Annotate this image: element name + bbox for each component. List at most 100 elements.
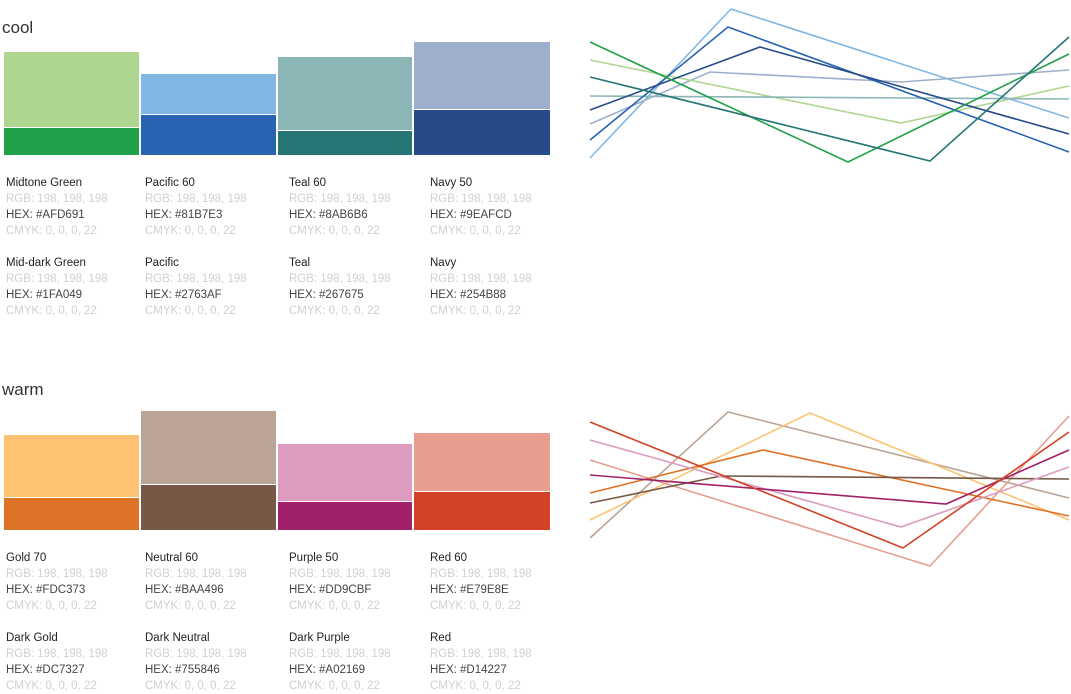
color-rgb: RGB: 198, 198, 198 <box>145 648 247 660</box>
color-name: Pacific <box>145 257 179 269</box>
swatch-light <box>4 52 139 127</box>
color-label: Mid-dark Green RGB: 198, 198, 198 HEX: #… <box>6 255 146 319</box>
color-hex: HEX: #E79E8E <box>430 584 509 596</box>
cool-line-sample <box>589 8 1070 163</box>
color-label: Red 60 RGB: 198, 198, 198 HEX: #E79E8E C… <box>430 550 570 614</box>
swatch-dark <box>4 128 139 155</box>
color-cmyk: CMYK: 0, 0, 0, 22 <box>145 305 236 317</box>
color-hex: HEX: #1FA049 <box>6 289 83 301</box>
color-name: Navy <box>430 257 457 269</box>
color-cmyk: CMYK: 0, 0, 0, 22 <box>430 600 521 612</box>
color-rgb: RGB: 198, 198, 198 <box>430 568 532 580</box>
color-name: Red 60 <box>430 552 468 564</box>
line-purple-50 <box>589 439 1070 528</box>
color-label: Midtone Green RGB: 198, 198, 198 HEX: #A… <box>6 175 146 239</box>
color-hex: HEX: #D14227 <box>430 664 507 676</box>
line-gold-70 <box>589 412 1070 521</box>
line-teal <box>589 36 1070 162</box>
color-cmyk: CMYK: 0, 0, 0, 22 <box>6 225 97 237</box>
line-red-60 <box>589 415 1070 567</box>
swatch-light <box>414 42 550 109</box>
color-cmyk: CMYK: 0, 0, 0, 22 <box>430 305 521 317</box>
color-hex: HEX: #A02169 <box>289 664 366 676</box>
color-cmyk: CMYK: 0, 0, 0, 22 <box>430 225 521 237</box>
line-navy <box>589 46 1070 135</box>
color-name: Purple 50 <box>289 552 339 564</box>
line-pacific-60 <box>589 8 1070 159</box>
color-rgb: RGB: 198, 198, 198 <box>289 193 391 205</box>
color-cmyk: CMYK: 0, 0, 0, 22 <box>289 680 380 692</box>
color-hex: HEX: #9EAFCD <box>430 209 512 221</box>
swatch-light <box>278 444 412 501</box>
color-cmyk: CMYK: 0, 0, 0, 22 <box>6 305 97 317</box>
swatch-light <box>141 74 276 114</box>
color-rgb: RGB: 198, 198, 198 <box>145 568 247 580</box>
color-hex: HEX: #FDC373 <box>6 584 86 596</box>
color-label: Navy RGB: 198, 198, 198 HEX: #254B88 CMY… <box>430 255 570 319</box>
color-rgb: RGB: 198, 198, 198 <box>430 273 532 285</box>
color-cmyk: CMYK: 0, 0, 0, 22 <box>289 305 380 317</box>
color-cmyk: CMYK: 0, 0, 0, 22 <box>430 680 521 692</box>
color-hex: HEX: #DC7327 <box>6 664 85 676</box>
swatch-dark <box>141 115 276 155</box>
line-teal-60 <box>589 95 1070 100</box>
color-name: Dark Gold <box>6 632 58 644</box>
color-label: Neutral 60 RGB: 198, 198, 198 HEX: #BAA4… <box>145 550 285 614</box>
color-rgb: RGB: 198, 198, 198 <box>6 568 108 580</box>
color-name: Pacific 60 <box>145 177 195 189</box>
color-label: Purple 50 RGB: 198, 198, 198 HEX: #DD9CB… <box>289 550 429 614</box>
color-name: Midtone Green <box>6 177 83 189</box>
color-rgb: RGB: 198, 198, 198 <box>289 648 391 660</box>
line-navy-50 <box>589 69 1070 125</box>
swatch-light <box>278 57 412 130</box>
color-hex: HEX: #755846 <box>145 664 220 676</box>
color-rgb: RGB: 198, 198, 198 <box>289 273 391 285</box>
color-name: Teal <box>289 257 311 269</box>
color-cmyk: CMYK: 0, 0, 0, 22 <box>289 600 380 612</box>
color-rgb: RGB: 198, 198, 198 <box>6 273 108 285</box>
swatch-dark <box>141 485 276 530</box>
color-label: Gold 70 RGB: 198, 198, 198 HEX: #FDC373 … <box>6 550 146 614</box>
color-cmyk: CMYK: 0, 0, 0, 22 <box>145 225 236 237</box>
color-hex: HEX: #254B88 <box>430 289 507 301</box>
color-label: Navy 50 RGB: 198, 198, 198 HEX: #9EAFCD … <box>430 175 570 239</box>
swatch-light <box>141 411 276 484</box>
color-cmyk: CMYK: 0, 0, 0, 22 <box>6 600 97 612</box>
color-rgb: RGB: 198, 198, 198 <box>430 193 532 205</box>
swatch-light <box>414 433 550 491</box>
color-label: Teal RGB: 198, 198, 198 HEX: #267675 CMY… <box>289 255 429 319</box>
color-hex: HEX: #8AB6B6 <box>289 209 368 221</box>
color-label: Red RGB: 198, 198, 198 HEX: #D14227 CMYK… <box>430 630 570 694</box>
swatch-dark <box>278 131 412 155</box>
color-name: Dark Purple <box>289 632 350 644</box>
swatch-light <box>4 435 139 497</box>
color-rgb: RGB: 198, 198, 198 <box>145 273 247 285</box>
color-hex: HEX: #DD9CBF <box>289 584 372 596</box>
warm-line-sample <box>589 411 1070 567</box>
color-rgb: RGB: 198, 198, 198 <box>6 648 108 660</box>
color-label: Teal 60 RGB: 198, 198, 198 HEX: #8AB6B6 … <box>289 175 429 239</box>
swatch-dark <box>414 492 550 530</box>
color-label: Pacific 60 RGB: 198, 198, 198 HEX: #81B7… <box>145 175 285 239</box>
line-neutral-60 <box>589 411 1070 539</box>
color-hex: HEX: #267675 <box>289 289 364 301</box>
color-name: Dark Neutral <box>145 632 210 644</box>
swatch-dark <box>4 498 139 530</box>
color-rgb: RGB: 198, 198, 198 <box>430 648 532 660</box>
color-name: Gold 70 <box>6 552 47 564</box>
color-label: Dark Purple RGB: 198, 198, 198 HEX: #A02… <box>289 630 429 694</box>
color-rgb: RGB: 198, 198, 198 <box>145 193 247 205</box>
color-name: Navy 50 <box>430 177 473 189</box>
color-cmyk: CMYK: 0, 0, 0, 22 <box>6 680 97 692</box>
color-name: Mid-dark Green <box>6 257 86 269</box>
color-label: Dark Gold RGB: 198, 198, 198 HEX: #DC732… <box>6 630 146 694</box>
line-red <box>589 421 1070 549</box>
color-name: Red <box>430 632 452 644</box>
color-hex: HEX: #BAA496 <box>145 584 224 596</box>
color-cmyk: CMYK: 0, 0, 0, 22 <box>145 600 236 612</box>
color-label: Pacific RGB: 198, 198, 198 HEX: #2763AF … <box>145 255 285 319</box>
color-cmyk: CMYK: 0, 0, 0, 22 <box>289 225 380 237</box>
color-cmyk: CMYK: 0, 0, 0, 22 <box>145 680 236 692</box>
section-title-warm: warm <box>2 380 44 399</box>
color-rgb: RGB: 198, 198, 198 <box>6 193 108 205</box>
